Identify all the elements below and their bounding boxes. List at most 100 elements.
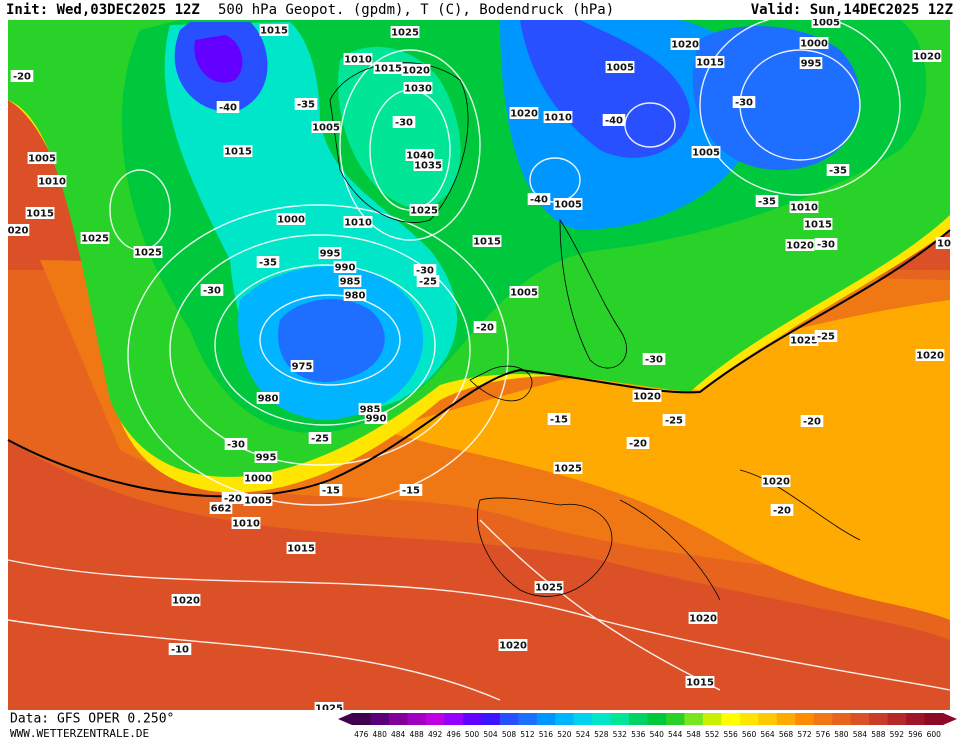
field-low-2-core xyxy=(194,35,243,83)
label-box xyxy=(755,195,779,207)
label-box xyxy=(290,360,314,372)
valid-time: Valid: Sun,14DEC2025 12Z xyxy=(751,2,953,18)
label-box xyxy=(602,114,626,126)
isobar-label: -20 xyxy=(773,506,791,517)
isobar-label: -30 xyxy=(645,355,663,366)
label-box xyxy=(547,413,571,425)
label-box xyxy=(308,432,332,444)
isobar-label: 1005 xyxy=(28,154,56,165)
label-box xyxy=(509,286,539,298)
label-box xyxy=(553,198,583,210)
label-box xyxy=(799,37,829,49)
label-box xyxy=(311,121,341,133)
label-box xyxy=(413,264,437,276)
map-title: 500 hPa Geopot. (gpdm), T (C), Bodendruc… xyxy=(218,2,614,18)
colorbar-swatch xyxy=(518,713,538,725)
label-box xyxy=(318,247,342,259)
label-box xyxy=(553,462,583,474)
label-box xyxy=(168,643,192,655)
field-low-3-core xyxy=(520,20,690,158)
isobar-label: -20 xyxy=(13,72,31,83)
isobar-label: -30 xyxy=(203,286,221,297)
isobar-label: 1015 xyxy=(260,26,288,37)
label-box xyxy=(243,494,273,506)
isobar-label: 1020 xyxy=(786,241,814,252)
isobar-label: 1030 xyxy=(404,84,432,95)
isobar-label: 1005 xyxy=(692,148,720,159)
label-box xyxy=(534,581,564,593)
colorbar-tick-label: 552 xyxy=(705,730,720,739)
isobar-label: -20 xyxy=(224,494,242,505)
isobar-label: -30 xyxy=(817,240,835,251)
isobar-label: 020 xyxy=(8,226,29,237)
isobar-label: 1010 xyxy=(344,218,372,229)
label-box xyxy=(403,82,433,94)
label-box xyxy=(27,152,57,164)
colorbar-swatch xyxy=(462,713,482,725)
header-bar xyxy=(0,0,959,19)
isobar-label: 1015 xyxy=(473,237,501,248)
label-box xyxy=(642,353,666,365)
colorbar-swatch xyxy=(721,713,741,725)
coastline xyxy=(469,365,533,402)
colorbar-tick-label: 540 xyxy=(650,730,665,739)
colorbar-swatch xyxy=(758,713,778,725)
label-box xyxy=(814,330,838,342)
label-box xyxy=(509,107,539,119)
colorbar-tick-label: 524 xyxy=(576,730,591,739)
colorbar-tick-label: 532 xyxy=(613,730,628,739)
coastline xyxy=(477,497,613,597)
label-box xyxy=(413,159,443,171)
colorbar-swatch xyxy=(499,713,519,725)
colorbar-swatch xyxy=(924,713,944,725)
coastlines xyxy=(329,62,861,601)
isobar-label: 1015 xyxy=(287,544,315,555)
isobar-label: 1010 xyxy=(344,55,372,66)
colorbar-tick-label: 476 xyxy=(354,730,369,739)
isobar-label: -30 xyxy=(227,440,245,451)
colorbar-swatch xyxy=(536,713,556,725)
isobar-label: -25 xyxy=(311,434,329,445)
isobar-label: 1025 xyxy=(790,336,818,347)
isobar-label: 1035 xyxy=(414,161,442,172)
label-box xyxy=(256,392,280,404)
colorbar-swatch xyxy=(425,713,445,725)
isobar-label: 990 xyxy=(366,414,387,425)
isobar-label: 1015 xyxy=(804,220,832,231)
colorbar-swatch xyxy=(832,713,852,725)
label-box xyxy=(789,201,819,213)
colorbar-swatch xyxy=(481,713,501,725)
isobar-label: 662 xyxy=(211,504,232,515)
label-box xyxy=(223,145,253,157)
label-box xyxy=(912,50,942,62)
colorbar-swatch xyxy=(887,713,907,725)
colorbar-swatch xyxy=(444,713,464,725)
label-box xyxy=(401,64,431,76)
label-box xyxy=(216,101,240,113)
colorbar-tick-label: 500 xyxy=(465,730,480,739)
isobar-label: 1005 xyxy=(554,200,582,211)
isobar-label: 1010 xyxy=(232,519,260,530)
colorbar-tick-label: 592 xyxy=(890,730,905,739)
colorbar-tick-label: 596 xyxy=(908,730,923,739)
isobar xyxy=(339,49,481,241)
isobar-label: 1000 xyxy=(277,215,305,226)
label-box xyxy=(80,232,110,244)
colorbar-swatch xyxy=(850,713,870,725)
colorbar-tick-label: 572 xyxy=(797,730,812,739)
label-box xyxy=(473,321,497,333)
label-box xyxy=(373,62,403,74)
colorbar-tick-label: 504 xyxy=(483,730,498,739)
colorbar-swatch xyxy=(813,713,833,725)
colorbar-swatch xyxy=(906,713,926,725)
label-box xyxy=(527,193,551,205)
label-box xyxy=(10,70,34,82)
colorbar-swatch xyxy=(555,713,575,725)
isobar-label: 1015 xyxy=(224,147,252,158)
isobar-label: 1020 xyxy=(172,596,200,607)
colorbar-swatch xyxy=(573,713,593,725)
label-box xyxy=(276,213,306,225)
isobar xyxy=(259,294,401,386)
